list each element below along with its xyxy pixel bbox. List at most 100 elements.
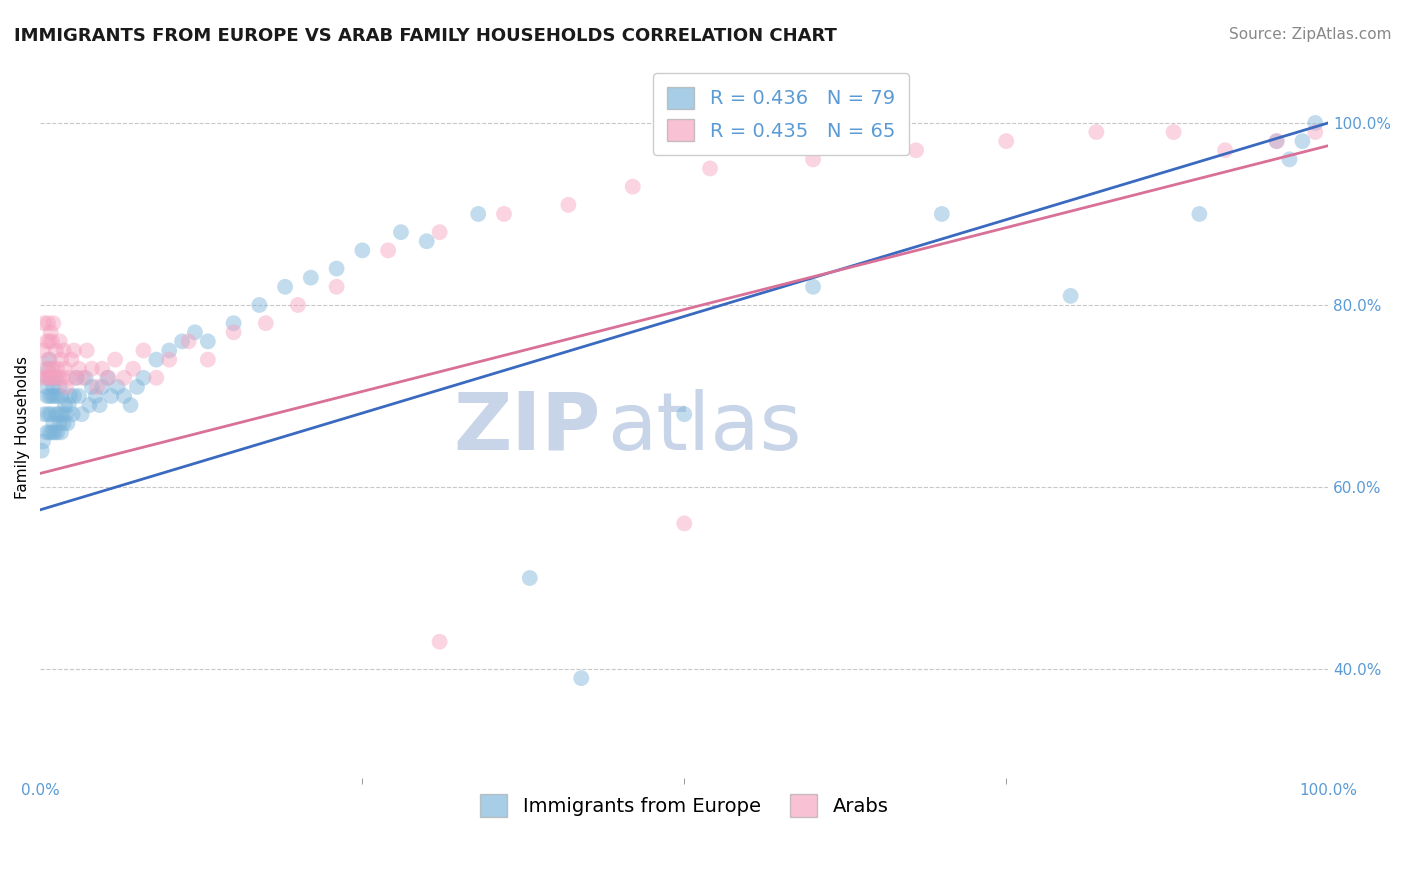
Point [58,398,80,412]
Point [35,389,58,403]
Point [42,380,65,394]
Point [65,371,87,385]
Point [67,389,90,403]
Point [76,343,98,358]
Point [31,371,53,385]
Point [104,352,127,367]
Point [569,671,592,685]
Point [1213,143,1236,157]
Text: atlas: atlas [607,389,801,467]
Point [32,434,55,449]
Point [48,371,70,385]
Point [97,371,120,385]
Point [1291,134,1313,148]
Point [67,361,90,376]
Point [673,407,696,421]
Point [51,371,73,385]
Point [197,352,219,367]
Point [299,270,322,285]
Point [32,316,55,330]
Point [63,343,86,358]
Point [89,398,111,412]
Point [801,153,824,167]
Point [46,425,69,440]
Legend: Immigrants from Europe, Arabs: Immigrants from Europe, Arabs [472,787,897,824]
Point [44,389,66,403]
Point [492,207,515,221]
Point [34,361,56,376]
Point [107,380,129,394]
Point [49,352,72,367]
Point [49,389,72,403]
Point [70,407,93,421]
Point [197,334,219,349]
Point [184,326,207,340]
Point [55,407,77,421]
Point [45,371,67,385]
Point [37,371,59,385]
Point [79,398,101,412]
Point [467,207,489,221]
Point [389,225,412,239]
Point [1188,207,1211,221]
Point [52,343,75,358]
Point [37,352,59,367]
Point [931,207,953,221]
Point [38,425,60,440]
Point [100,389,122,403]
Point [48,417,70,431]
Point [170,334,193,349]
Point [1265,134,1288,148]
Point [58,371,80,385]
Point [37,407,59,421]
Point [352,244,374,258]
Point [39,326,62,340]
Point [46,389,69,403]
Point [145,352,167,367]
Point [38,352,60,367]
Point [37,361,59,376]
Point [416,234,439,248]
Point [35,334,58,349]
Text: IMMIGRANTS FROM EUROPE VS ARAB FAMILY HOUSEHOLDS CORRELATION CHART: IMMIGRANTS FROM EUROPE VS ARAB FAMILY HO… [14,27,837,45]
Point [31,443,53,458]
Point [53,361,76,376]
Point [1163,125,1185,139]
Point [222,316,245,330]
Point [621,179,644,194]
Point [995,134,1018,148]
Point [62,407,84,421]
Point [32,343,55,358]
Point [1085,125,1108,139]
Point [254,316,277,330]
Point [48,380,70,394]
Point [1303,125,1326,139]
Point [52,417,75,431]
Point [122,361,145,376]
Point [125,380,148,394]
Point [112,389,135,403]
Point [157,352,180,367]
Point [80,361,103,376]
Point [48,334,70,349]
Point [274,279,297,293]
Point [53,398,76,412]
Point [38,371,60,385]
Point [80,380,103,394]
Point [287,298,309,312]
Point [41,389,63,403]
Point [325,279,347,293]
Text: ZIP: ZIP [453,389,600,467]
Point [91,380,114,394]
Point [905,143,928,157]
Point [377,244,399,258]
Point [84,389,107,403]
Point [41,425,63,440]
Point [429,634,451,648]
Point [39,407,62,421]
Point [55,380,77,394]
Point [45,407,67,421]
Point [91,361,114,376]
Point [801,279,824,293]
Point [325,261,347,276]
